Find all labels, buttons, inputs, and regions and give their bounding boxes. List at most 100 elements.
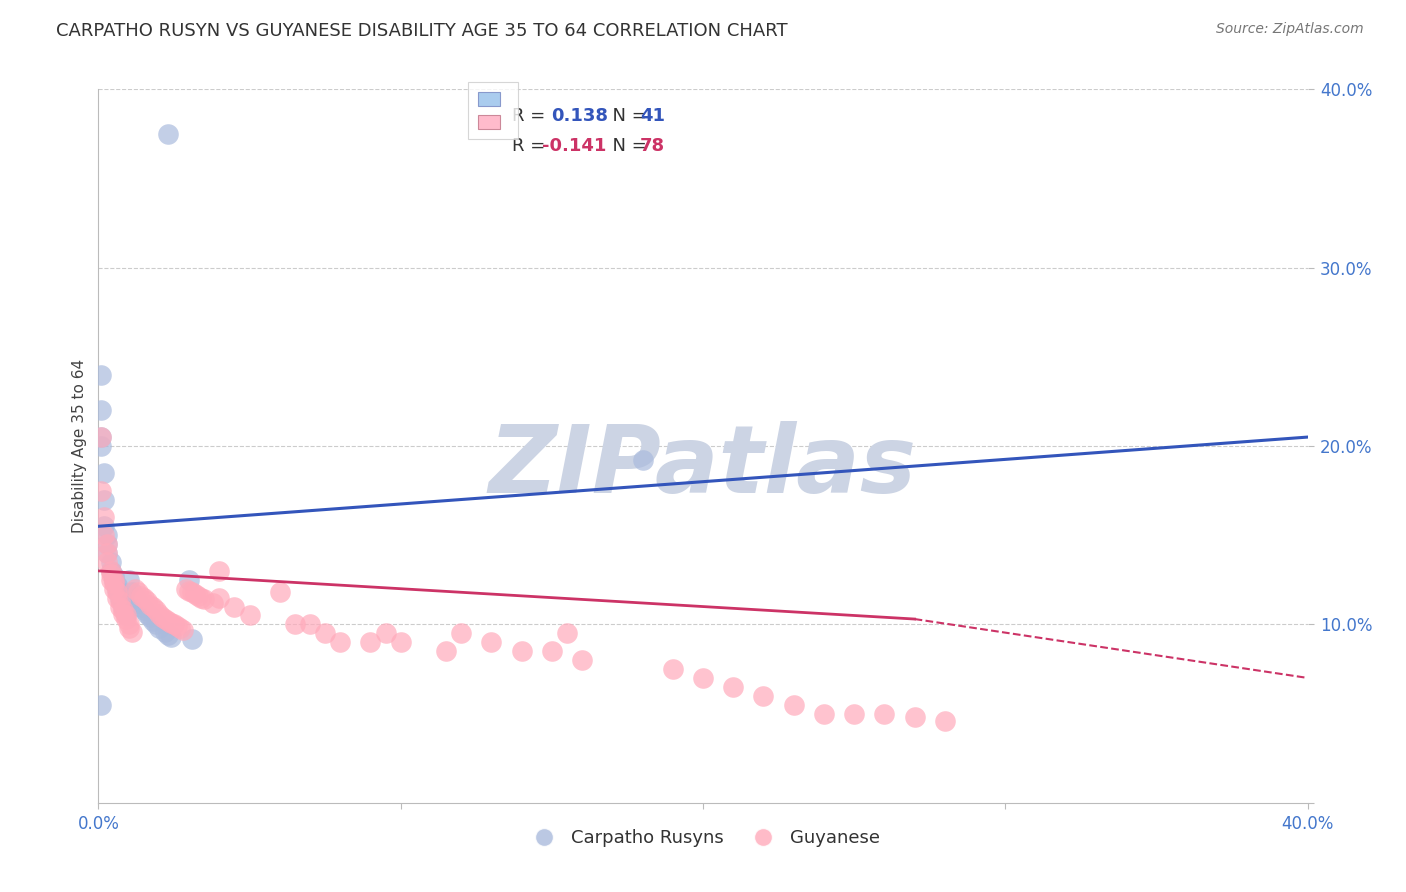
Point [96, 537, 118, 551]
Point [111, 607, 134, 621]
Text: ZIPatlas: ZIPatlas [489, 421, 917, 514]
Point [114, 607, 136, 621]
Point [360, 635, 382, 649]
Point [160, 615, 183, 630]
Point [156, 628, 179, 642]
Point [783, 698, 806, 712]
Text: R =: R = [512, 107, 557, 125]
Point [329, 635, 352, 649]
Point [90, 430, 112, 444]
Point [187, 589, 209, 603]
Point [145, 603, 167, 617]
Text: 78: 78 [640, 137, 665, 155]
Point [90, 698, 112, 712]
Point [124, 582, 146, 596]
Point [114, 603, 136, 617]
Point [179, 573, 201, 587]
Y-axis label: Disability Age 35 to 64: Disability Age 35 to 64 [72, 359, 87, 533]
Point [132, 591, 155, 605]
Point [96, 555, 118, 569]
Point [100, 564, 122, 578]
Point [127, 596, 149, 610]
Point [145, 617, 167, 632]
Point [124, 591, 146, 605]
Point [121, 624, 143, 639]
Point [540, 644, 562, 658]
Point [181, 632, 204, 646]
Text: R =: R = [512, 137, 551, 155]
Legend: Carpatho Rusyns, Guyanese: Carpatho Rusyns, Guyanese [519, 822, 887, 855]
Point [434, 644, 457, 658]
Point [90, 368, 112, 382]
Point [723, 680, 745, 694]
Point [208, 591, 231, 605]
Point [103, 569, 125, 583]
Point [631, 453, 654, 467]
Point [269, 585, 291, 599]
Point [129, 589, 152, 603]
Point [752, 689, 775, 703]
Point [118, 621, 141, 635]
Point [135, 607, 157, 621]
Point [132, 603, 155, 617]
Point [224, 599, 246, 614]
Point [96, 546, 118, 560]
Point [166, 619, 188, 633]
Point [118, 573, 141, 587]
Point [692, 671, 714, 685]
Point [873, 706, 896, 721]
Point [118, 617, 141, 632]
Point [90, 403, 112, 417]
Point [156, 127, 179, 141]
Point [90, 483, 112, 498]
Point [105, 585, 128, 599]
Point [571, 653, 593, 667]
Text: -0.141: -0.141 [543, 137, 606, 155]
Point [100, 555, 122, 569]
Point [934, 714, 956, 728]
Point [142, 614, 165, 628]
Point [156, 614, 179, 628]
Point [93, 528, 115, 542]
Text: 0.138: 0.138 [551, 107, 607, 125]
Text: N =: N = [602, 137, 652, 155]
Point [127, 585, 149, 599]
Point [103, 573, 125, 587]
Point [450, 626, 472, 640]
Point [510, 644, 533, 658]
Point [142, 599, 165, 614]
Point [111, 594, 134, 608]
Point [135, 594, 157, 608]
Point [121, 585, 143, 599]
Point [160, 630, 183, 644]
Point [96, 546, 118, 560]
Point [481, 635, 503, 649]
Point [111, 603, 134, 617]
Point [90, 439, 112, 453]
Point [174, 582, 197, 596]
Point [555, 626, 578, 640]
Point [108, 585, 131, 599]
Point [93, 519, 115, 533]
Point [813, 706, 835, 721]
Point [96, 528, 118, 542]
Point [93, 492, 115, 507]
Point [100, 573, 122, 587]
Point [100, 564, 122, 578]
Point [93, 466, 115, 480]
Text: 41: 41 [640, 107, 665, 125]
Point [105, 591, 128, 605]
Point [184, 587, 207, 601]
Text: Source: ZipAtlas.com: Source: ZipAtlas.com [1216, 22, 1364, 37]
Text: CARPATHO RUSYN VS GUYANESE DISABILITY AGE 35 TO 64 CORRELATION CHART: CARPATHO RUSYN VS GUYANESE DISABILITY AG… [56, 22, 787, 40]
Point [844, 706, 866, 721]
Point [153, 624, 176, 639]
Point [239, 608, 262, 623]
Point [208, 564, 231, 578]
Point [108, 594, 131, 608]
Point [179, 583, 201, 598]
Point [299, 617, 322, 632]
Point [153, 612, 176, 626]
Point [105, 578, 128, 592]
Point [374, 626, 396, 640]
